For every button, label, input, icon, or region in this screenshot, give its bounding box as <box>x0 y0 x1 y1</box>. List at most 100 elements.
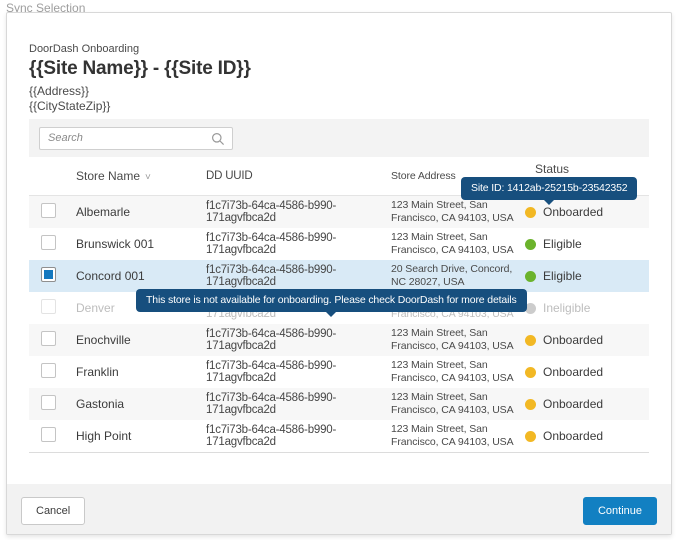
row-checkbox[interactable] <box>41 395 56 410</box>
status-dot <box>525 270 536 282</box>
magnifier-icon <box>212 132 225 145</box>
row-checkbox[interactable] <box>41 331 56 346</box>
store-unavailable-tooltip: This store is not available for onboardi… <box>136 289 527 317</box>
store-uuid: f1c7i73b-64ca-4586-b990-171agvfbca2d <box>206 424 337 448</box>
store-uuid: f1c7i73b-64ca-4586-b990-171agvfbca2d <box>206 200 337 224</box>
row-checkbox[interactable] <box>41 235 56 250</box>
status-label: Eligible <box>543 237 582 251</box>
store-status: Onboarded <box>525 397 649 411</box>
store-address-line1: 123 Main Street, San <box>391 359 488 371</box>
store-uuid: f1c7i73b-64ca-4586-b990-171agvfbca2d <box>206 360 337 384</box>
modal-footer: Cancel Continue <box>7 484 671 534</box>
page-title: Sync Selection <box>6 1 86 15</box>
column-header-store-name[interactable]: Store Name ˅ <box>76 169 206 183</box>
modal-header: DoorDash Onboarding {{Site Name}} - {{Si… <box>29 43 251 114</box>
store-address: 123 Main Street, San Francisco, CA 94103… <box>391 423 525 449</box>
store-status: Onboarded <box>525 205 649 219</box>
store-address: 123 Main Street, San Francisco, CA 94103… <box>391 327 525 353</box>
store-uuid: f1c7i73b-64ca-4586-b990-171agvfbca2d <box>206 328 337 352</box>
store-address-line2: Francisco, CA 94103, USA <box>391 244 514 256</box>
store-name: Enochville <box>76 333 131 347</box>
store-address: 20 Search Drive, Concord, NC 28027, USA <box>391 263 525 289</box>
store-address-line1: 123 Main Street, San <box>391 327 488 339</box>
store-address-line1: 123 Main Street, San <box>391 391 488 403</box>
status-label: Onboarded <box>543 429 604 443</box>
status-label: Onboarded <box>543 333 604 347</box>
table-header-row: Store Name ˅ DD UUID Store Address Status <box>29 157 649 196</box>
store-address-line1: 123 Main Street, San <box>391 423 488 435</box>
row-checkbox[interactable] <box>41 299 56 314</box>
store-uuid: f1c7i73b-64ca-4586-b990-171agvfbca2d <box>206 264 337 288</box>
store-address-line2: Francisco, CA 94103, USA <box>391 212 514 224</box>
store-name: Franklin <box>76 365 119 379</box>
store-name: Gastonia <box>76 397 125 411</box>
status-dot <box>525 334 536 346</box>
store-address: 123 Main Street, San Francisco, CA 94103… <box>391 391 525 417</box>
status-label: Eligible <box>543 269 582 283</box>
status-dot <box>525 398 536 410</box>
store-address-line1: 20 Search Drive, Concord, <box>391 263 513 275</box>
store-address: 123 Main Street, San Francisco, CA 94103… <box>391 199 525 225</box>
row-checkbox-cell <box>29 427 76 445</box>
store-name: Concord 001 <box>76 269 145 283</box>
row-checkbox-cell <box>29 235 76 253</box>
store-name: High Point <box>76 429 132 443</box>
status-label: Onboarded <box>543 365 604 379</box>
site-city-state-zip: {{CityStateZip}} <box>29 99 111 113</box>
continue-button[interactable]: Continue <box>582 497 657 525</box>
store-uuid: f1c7i73b-64ca-4586-b990-171agvfbca2d <box>206 232 337 256</box>
search-box <box>39 126 233 150</box>
site-address: {{Address}} <box>29 84 90 98</box>
site-title: {{Site Name}} - {{Site ID}} <box>29 58 251 79</box>
row-checkbox-cell <box>29 331 76 349</box>
row-checkbox[interactable] <box>41 203 56 218</box>
store-name: Brunswick 001 <box>76 237 155 251</box>
table-row[interactable]: Gastonia f1c7i73b-64ca-4586-b990-171agvf… <box>29 388 649 420</box>
store-address-line2: Francisco, CA 94103, USA <box>391 436 514 448</box>
store-uuid: f1c7i73b-64ca-4586-b990-171agvfbca2d <box>206 392 337 416</box>
store-address: 123 Main Street, San Francisco, CA 94103… <box>391 231 525 257</box>
status-dot <box>525 302 536 314</box>
store-address-line1: 123 Main Street, San <box>391 231 488 243</box>
table-body: Albemarle f1c7i73b-64ca-4586-b990-171agv… <box>29 196 649 452</box>
table-row[interactable]: Enochville f1c7i73b-64ca-4586-b990-171ag… <box>29 324 649 356</box>
column-header-store-address: Store Address <box>391 169 456 182</box>
store-name: Denver <box>76 301 115 315</box>
cancel-button[interactable]: Cancel <box>21 497 86 525</box>
store-address-line2: NC 28027, USA <box>391 276 465 288</box>
onboarding-eyebrow: DoorDash Onboarding <box>29 43 140 55</box>
store-name-header-label: Store Name <box>76 169 141 183</box>
row-checkbox-cell <box>29 203 76 221</box>
status-dot <box>525 238 536 250</box>
store-status: Ineligible <box>525 301 649 315</box>
chevron-down-icon: ˅ <box>145 172 151 183</box>
store-status: Onboarded <box>525 365 649 379</box>
status-dot <box>525 206 536 218</box>
store-status: Onboarded <box>525 429 649 443</box>
store-status: Onboarded <box>525 333 649 347</box>
table-row[interactable]: Concord 001 f1c7i73b-64ca-4586-b990-171a… <box>29 260 649 292</box>
site-id-tooltip: Site ID: 1412ab-25215b-23542352 <box>461 177 638 205</box>
status-label: Ineligible <box>543 301 591 315</box>
status-dot <box>525 366 536 378</box>
status-label: Onboarded <box>543 397 604 411</box>
table-row[interactable]: High Point f1c7i73b-64ca-4586-b990-171ag… <box>29 420 649 452</box>
row-checkbox[interactable] <box>41 427 56 442</box>
table-row[interactable]: Franklin f1c7i73b-64ca-4586-b990-171agvf… <box>29 356 649 388</box>
store-status: Eligible <box>525 237 649 251</box>
store-address-line2: Francisco, CA 94103, USA <box>391 372 514 384</box>
row-checkbox-cell <box>29 363 76 381</box>
table-row[interactable]: Albemarle f1c7i73b-64ca-4586-b990-171agv… <box>29 196 649 228</box>
store-address-line1: 123 Main Street, San <box>391 199 488 211</box>
row-checkbox[interactable] <box>41 363 56 378</box>
sync-selection-modal: DoorDash Onboarding {{Site Name}} - {{Si… <box>6 12 672 535</box>
table-row[interactable]: Brunswick 001 f1c7i73b-64ca-4586-b990-17… <box>29 228 649 260</box>
column-header-status: Status <box>535 162 570 176</box>
status-dot <box>525 430 536 442</box>
row-checkbox[interactable] <box>41 267 56 282</box>
status-label: Onboarded <box>543 205 604 219</box>
store-name: Albemarle <box>76 205 131 219</box>
column-header-dd-uuid: DD UUID <box>206 170 253 182</box>
search-input[interactable] <box>40 127 232 149</box>
store-address: 123 Main Street, San Francisco, CA 94103… <box>391 359 525 385</box>
